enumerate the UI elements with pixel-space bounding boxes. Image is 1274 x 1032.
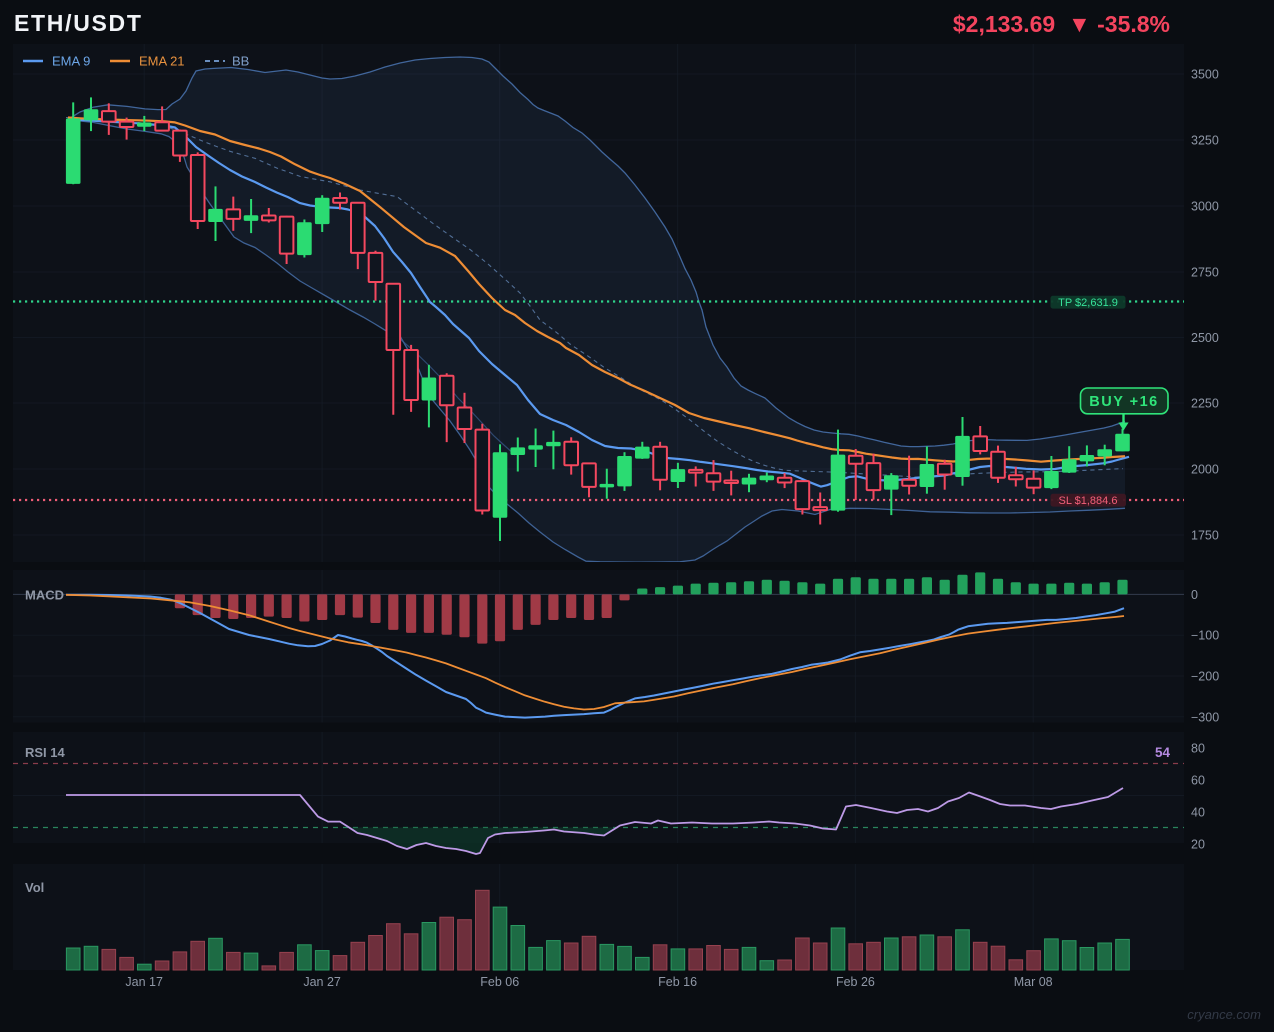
svg-text:54: 54 (1155, 745, 1171, 760)
svg-text:80: 80 (1191, 742, 1205, 756)
svg-text:Jan 27: Jan 27 (303, 975, 341, 989)
svg-text:EMA 9: EMA 9 (52, 54, 90, 69)
svg-text:−200: −200 (1191, 670, 1219, 684)
svg-text:SL $1,884.6: SL $1,884.6 (1059, 495, 1118, 507)
svg-text:Jan 17: Jan 17 (125, 975, 163, 989)
svg-text:BUY +16: BUY +16 (1089, 394, 1158, 410)
svg-text:EMA 21: EMA 21 (139, 54, 185, 69)
svg-text:RSI 14: RSI 14 (25, 745, 66, 760)
svg-text:ETH/USDT: ETH/USDT (14, 10, 143, 36)
svg-text:TP $2,631.9: TP $2,631.9 (1058, 297, 1118, 309)
svg-text:3000: 3000 (1191, 200, 1219, 214)
svg-text:Feb 26: Feb 26 (836, 975, 875, 989)
svg-text:2750: 2750 (1191, 266, 1219, 280)
svg-text:3500: 3500 (1191, 68, 1219, 82)
svg-text:$2,133.69 ▼ -35.8%: $2,133.69 ▼ -35.8% (953, 11, 1170, 37)
svg-text:20: 20 (1191, 838, 1205, 852)
svg-text:1750: 1750 (1191, 529, 1219, 543)
svg-text:Mar 08: Mar 08 (1014, 975, 1053, 989)
svg-text:−300: −300 (1191, 710, 1219, 724)
svg-text:2000: 2000 (1191, 463, 1219, 477)
svg-text:2500: 2500 (1191, 331, 1219, 345)
svg-text:60: 60 (1191, 774, 1205, 788)
svg-text:0: 0 (1191, 588, 1198, 602)
svg-text:cryance.com: cryance.com (1187, 1007, 1261, 1022)
svg-text:MACD: MACD (25, 588, 64, 603)
svg-text:Feb 16: Feb 16 (658, 975, 697, 989)
svg-text:Feb 06: Feb 06 (480, 975, 519, 989)
svg-text:−100: −100 (1191, 629, 1219, 643)
svg-text:40: 40 (1191, 806, 1205, 820)
svg-text:3250: 3250 (1191, 134, 1219, 148)
svg-text:2250: 2250 (1191, 397, 1219, 411)
svg-text:Vol: Vol (25, 880, 44, 895)
svg-text:BB: BB (232, 54, 249, 69)
